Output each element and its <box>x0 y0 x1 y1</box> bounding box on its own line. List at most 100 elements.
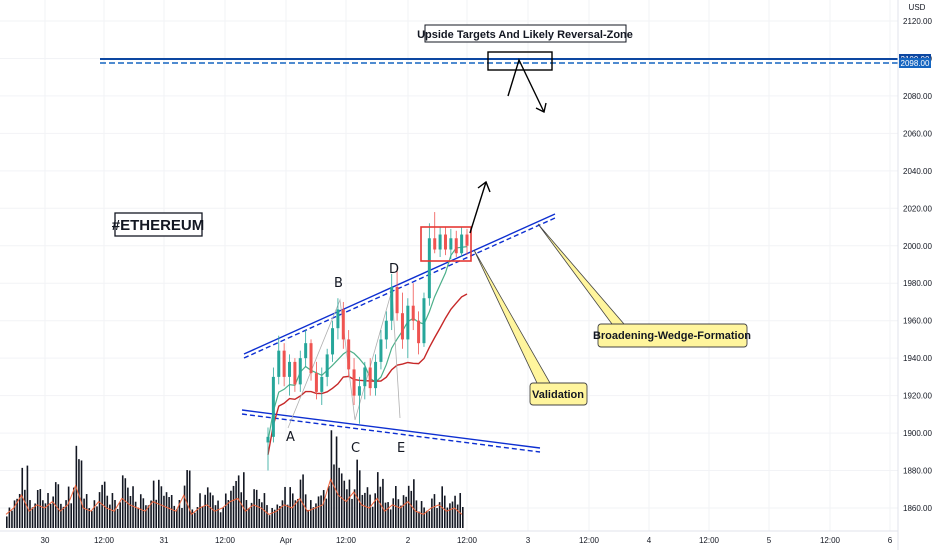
volume-bar <box>219 512 222 528</box>
volume-bar <box>315 503 317 528</box>
volume-bar <box>191 509 194 528</box>
volume-bar <box>96 506 98 528</box>
volume-bar <box>124 478 127 528</box>
wedge-lower-line <box>241 409 541 449</box>
volume-bar <box>379 486 382 528</box>
candle-body <box>411 305 415 321</box>
price-badges: 2100.002098.00 <box>899 54 931 68</box>
candle-body <box>266 436 270 443</box>
candlesticks <box>266 212 469 471</box>
y-tick-label: 2000.00 <box>903 242 932 251</box>
volume-bar <box>382 478 384 528</box>
volume-bar <box>302 474 304 528</box>
volume-bar <box>222 507 225 528</box>
volume-bar <box>137 507 139 528</box>
volume-bar <box>42 500 44 528</box>
volume-bar <box>436 508 438 528</box>
candle-body <box>336 309 340 329</box>
volume-bar <box>273 509 276 528</box>
wedge-callout: Broadening-Wedge-Formation <box>537 223 751 348</box>
chart-title-text: #ETHEREUM <box>112 217 205 234</box>
volume-bar <box>181 507 183 528</box>
volume-bar <box>217 500 219 528</box>
volume-bar <box>160 486 163 528</box>
volume-bar <box>183 485 186 528</box>
volume-bar <box>250 502 253 528</box>
price-badge-bg <box>899 58 931 68</box>
volume-bar <box>227 500 230 528</box>
volume-bar <box>212 495 214 528</box>
candle-body <box>374 361 378 389</box>
volume-bar <box>400 505 402 528</box>
x-tick-label: 12:00 <box>94 536 115 545</box>
volume-bar <box>384 502 387 528</box>
candle-body <box>288 361 292 377</box>
volume-bar <box>209 492 212 528</box>
breakout-arrow <box>469 180 491 234</box>
candle-body <box>277 350 281 377</box>
volume-bar <box>268 515 271 528</box>
volume-bar <box>224 493 227 528</box>
candle-body <box>357 386 361 396</box>
volume-bar <box>163 495 165 528</box>
volume-bar <box>78 459 80 528</box>
volume-bar <box>353 489 356 528</box>
candle-body <box>433 238 437 250</box>
wave-label-a: A <box>286 430 295 445</box>
volume-bar <box>266 505 268 528</box>
volume-bar <box>196 507 199 528</box>
volume-bar <box>387 502 389 528</box>
volume-bar <box>72 487 75 528</box>
volume-bar <box>194 512 196 528</box>
x-tick-label: Apr <box>280 536 293 545</box>
candle-body <box>304 343 308 359</box>
volume-bar <box>297 498 299 528</box>
volume-bar <box>57 484 60 528</box>
wave-label-b: B <box>334 276 343 291</box>
volume-bar <box>276 504 279 528</box>
volume-bar <box>261 502 263 528</box>
candle-body <box>400 313 404 340</box>
volume-bar <box>52 496 54 528</box>
volume-bar <box>425 510 428 528</box>
volume-bar <box>134 501 137 528</box>
volume-bar <box>176 509 178 528</box>
volume-bar <box>188 470 191 528</box>
volume-bar <box>132 486 134 528</box>
volume-bar <box>235 480 237 528</box>
volume-bar <box>214 505 217 528</box>
y-tick-label: 2080.00 <box>903 92 932 101</box>
top-annotation: Upside Targets And Likely Reversal-Zone <box>417 24 633 43</box>
volume-bars <box>6 430 464 528</box>
volume-bar <box>98 492 101 528</box>
volume-bar <box>255 489 258 528</box>
volume-bar <box>165 492 168 528</box>
volume-bar <box>369 494 371 528</box>
volume-bar <box>91 510 93 528</box>
x-tick-label: 4 <box>647 536 652 545</box>
volume-bar <box>230 490 232 528</box>
volume-bar <box>26 465 29 528</box>
candle-body <box>347 339 351 370</box>
volume-bar <box>31 507 34 528</box>
candle-body <box>331 328 335 355</box>
y-tick-label: 1980.00 <box>903 279 932 288</box>
volume-bar <box>392 498 395 528</box>
volume-bar <box>152 480 155 528</box>
volume-bar <box>451 501 454 528</box>
y-tick-label: 1860.00 <box>903 504 932 513</box>
volume-bar <box>294 500 297 528</box>
x-axis-ticks: 30 12:00 31 12:00 Apr 12:00 2 12:00 3 12:00 4 12:00… <box>41 536 893 545</box>
candle-body <box>368 367 372 389</box>
wedge-callout-text: Broadening-Wedge-Formation <box>593 330 751 342</box>
price-badge-label: 2098.00 <box>901 59 930 68</box>
x-tick-label: 12:00 <box>579 536 600 545</box>
y-tick-label: 2020.00 <box>903 204 932 213</box>
volume-bar <box>201 506 204 528</box>
volume-bar <box>299 479 302 528</box>
candle-body <box>314 373 318 392</box>
volume-bar <box>237 475 240 528</box>
candle-body <box>309 343 313 374</box>
volume-bar <box>6 516 8 528</box>
